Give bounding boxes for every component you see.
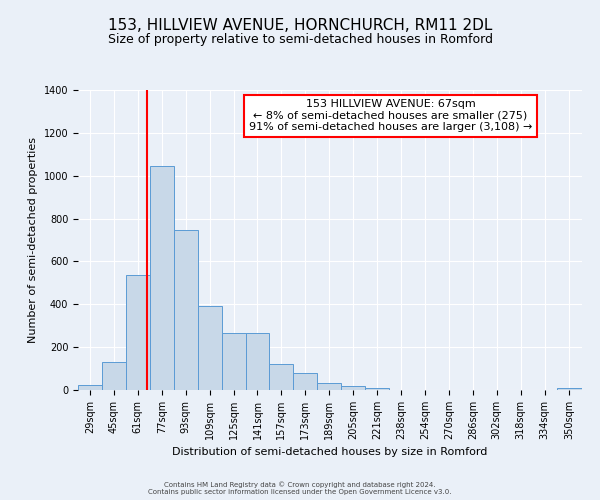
Text: Contains HM Land Registry data © Crown copyright and database right 2024.
Contai: Contains HM Land Registry data © Crown c… <box>148 482 452 495</box>
Bar <box>126 275 150 390</box>
Bar <box>197 306 221 390</box>
Text: 153, HILLVIEW AVENUE, HORNCHURCH, RM11 2DL: 153, HILLVIEW AVENUE, HORNCHURCH, RM11 2… <box>108 18 492 32</box>
Bar <box>245 333 269 390</box>
Bar <box>317 382 341 390</box>
Text: 153 HILLVIEW AVENUE: 67sqm
← 8% of semi-detached houses are smaller (275)
91% of: 153 HILLVIEW AVENUE: 67sqm ← 8% of semi-… <box>249 99 532 132</box>
Text: Size of property relative to semi-detached houses in Romford: Size of property relative to semi-detach… <box>107 32 493 46</box>
Bar <box>269 364 293 390</box>
X-axis label: Distribution of semi-detached houses by size in Romford: Distribution of semi-detached houses by … <box>172 448 488 458</box>
Bar <box>150 166 174 390</box>
Bar <box>174 230 197 390</box>
Bar <box>341 386 365 390</box>
Bar <box>102 362 126 390</box>
Bar <box>293 373 317 390</box>
Bar <box>365 388 389 390</box>
Bar <box>557 388 582 390</box>
Bar <box>221 333 245 390</box>
Bar <box>78 384 102 390</box>
Y-axis label: Number of semi-detached properties: Number of semi-detached properties <box>28 137 38 343</box>
